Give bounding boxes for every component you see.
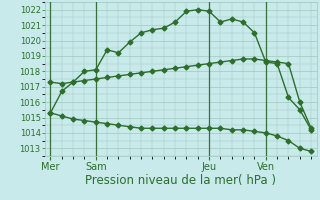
X-axis label: Pression niveau de la mer( hPa ): Pression niveau de la mer( hPa ) xyxy=(85,174,276,187)
